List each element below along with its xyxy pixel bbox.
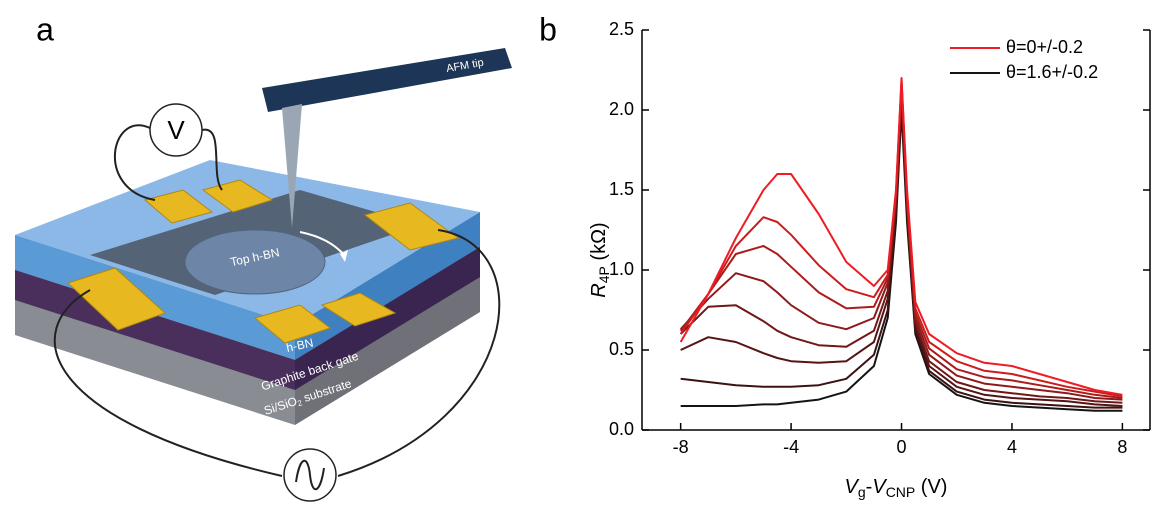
chart: R4P (kΩ) Vg-VCNP (V) 0.00.51.01.52.02.5-… [588,19,1150,500]
diagram-label: V [167,115,185,145]
device-diagram: Top h-BN AFM tip V h-BN Graphite back ga… [15,48,512,501]
label-part: (V) [915,476,947,498]
series-line [681,91,1123,403]
y-tick-label: 0.0 [609,419,634,439]
x-axis-label: Vg-VCNP (V) [845,476,948,499]
panel-label: b [539,11,557,47]
x-tick-label: -8 [673,437,689,457]
legend-label: θ=0+/-0.2 [1006,37,1083,57]
series-line [681,110,1123,411]
series-line [681,86,1123,400]
y-tick-label: 0.5 [609,339,634,359]
panel-label: a [36,11,54,47]
y-tick-label: 1.0 [609,259,634,279]
label-part: (kΩ) [588,222,610,266]
label-part: - [866,476,873,498]
x-tick-label: 4 [1007,437,1017,457]
label-sub: g [858,484,866,500]
label-sub: CNP [886,484,916,500]
x-tick-label: 8 [1117,437,1127,457]
legend-label: θ=1.6+/-0.2 [1006,62,1098,82]
y-tick-label: 1.5 [609,179,634,199]
label-part: R [588,283,610,297]
x-tick-label: -4 [783,437,799,457]
x-tick-label: 0 [897,437,907,457]
y-tick-label: 2.0 [609,99,634,119]
figure: a b Top h-BN AFM tip V [0,0,1160,503]
series-line [681,102,1123,408]
y-tick-label: 2.5 [609,19,634,39]
